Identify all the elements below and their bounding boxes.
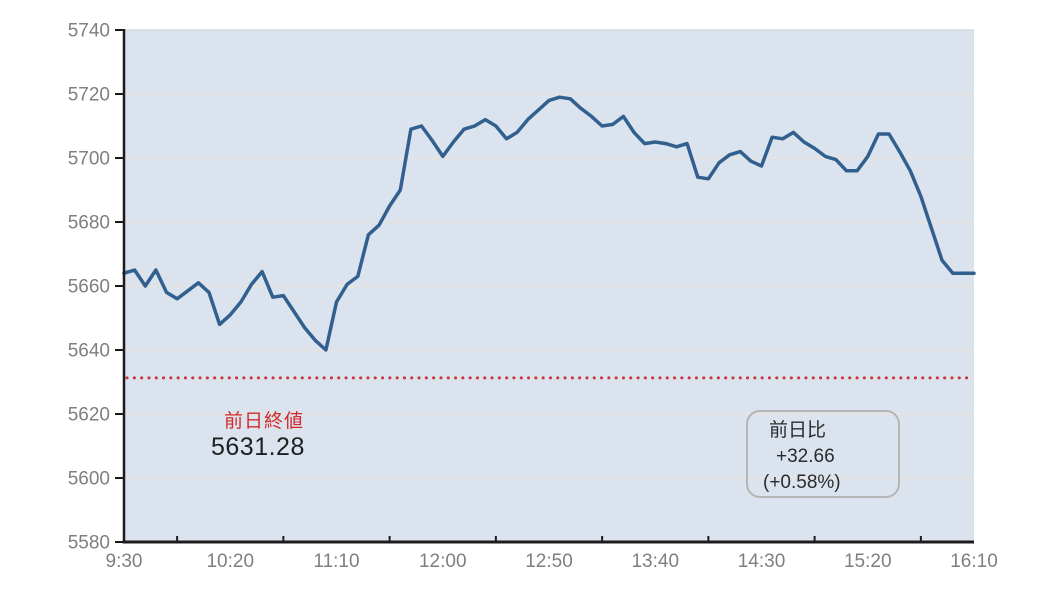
y-tick-label: 5640: [68, 341, 110, 362]
y-tick-label: 5580: [68, 533, 110, 554]
y-tick-label: 5700: [68, 149, 110, 170]
y-tick-label: 5660: [68, 277, 110, 298]
x-tick-label: 16:10: [950, 551, 998, 572]
x-tick-label: 10:20: [206, 551, 254, 572]
x-tick-label: 15:20: [844, 551, 892, 572]
daily-change-value: +32.66: [776, 446, 835, 468]
daily-change-box: 前日比 +32.66 (+0.58%): [746, 410, 900, 498]
x-tick-label: 14:30: [738, 551, 786, 572]
x-tick-label: 12:00: [419, 551, 467, 572]
daily-change-title: 前日比: [769, 420, 827, 441]
x-tick-label: 13:40: [631, 551, 679, 572]
y-tick-label: 5680: [68, 213, 110, 234]
x-tick-label: 11:10: [313, 551, 359, 572]
price-line: [122, 95, 976, 352]
previous-close-value: 5631.28: [211, 433, 305, 461]
daily-change-percent: (+0.58%): [763, 472, 841, 494]
y-tick-label: 5600: [68, 469, 110, 490]
x-tick-label: 12:50: [525, 551, 573, 572]
previous-close-label: 前日終値: [224, 411, 305, 432]
y-tick-label: 5620: [68, 405, 110, 426]
y-tick-label: 5720: [68, 85, 110, 106]
y-tick-label: 5740: [68, 21, 110, 42]
x-tick-label: 9:30: [106, 551, 143, 572]
